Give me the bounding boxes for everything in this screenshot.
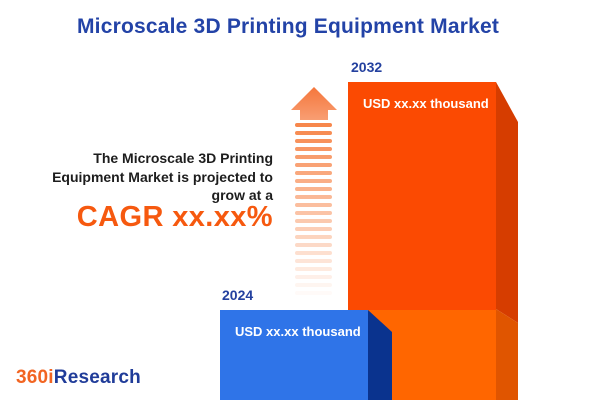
growth-arrow-stripe <box>295 171 332 175</box>
bar-2032-value-label: USD xx.xx thousand <box>363 96 489 111</box>
bar-2032-front-upper <box>348 82 496 310</box>
projection-line-2: Equipment Market is projected to <box>52 168 273 185</box>
growth-arrow-stripe <box>295 155 332 159</box>
growth-arrow-head-icon <box>291 87 337 120</box>
growth-arrow-stripe <box>295 275 332 279</box>
brand-logo: 360iResearch <box>16 367 141 389</box>
cagr-value: CAGR xx.xx% <box>76 201 273 233</box>
brand-logo-research: Research <box>53 367 141 388</box>
growth-arrow-stripe <box>295 163 332 167</box>
growth-arrow-stripe <box>295 179 332 183</box>
projection-line-1: The Microscale 3D Printing <box>93 150 273 166</box>
growth-arrow-stripe <box>295 291 332 295</box>
growth-arrow-stripe <box>295 187 332 191</box>
growth-arrow-stripes <box>295 123 332 303</box>
bar-2032-year-label: 2032 <box>351 59 383 75</box>
growth-arrow-stripe <box>295 131 332 135</box>
growth-arrow-stripe <box>295 227 332 231</box>
growth-arrow-stripe <box>295 251 332 255</box>
bar-2024-year-label: 2024 <box>222 287 254 303</box>
growth-arrow-stripe <box>295 219 332 223</box>
bar-2032-side-upper <box>496 82 518 323</box>
growth-arrow-stripe <box>295 147 332 151</box>
growth-arrow-stripe <box>295 243 332 247</box>
growth-arrow-stripe <box>295 139 332 143</box>
growth-arrow-stripe <box>295 123 332 127</box>
growth-arrow-stripe <box>295 195 332 199</box>
growth-arrow-stripe <box>295 203 332 207</box>
bar-2024-value-label: USD xx.xx thousand <box>235 324 361 339</box>
bar-2024-front <box>220 310 368 400</box>
projection-line-3: grow at a <box>211 187 273 203</box>
growth-arrow-stripe <box>295 283 332 287</box>
growth-arrow-stripe <box>295 235 332 239</box>
projection-text: The Microscale 3D Printing Equipment Mar… <box>0 149 273 205</box>
bar-2032-side-lower <box>496 309 518 400</box>
growth-arrow-stripe <box>295 259 332 263</box>
growth-arrow-stripe <box>295 267 332 271</box>
page-title: Microscale 3D Printing Equipment Market <box>76 15 500 38</box>
growth-arrow-stripe <box>295 211 332 215</box>
brand-logo-360i: 360i <box>16 367 54 388</box>
